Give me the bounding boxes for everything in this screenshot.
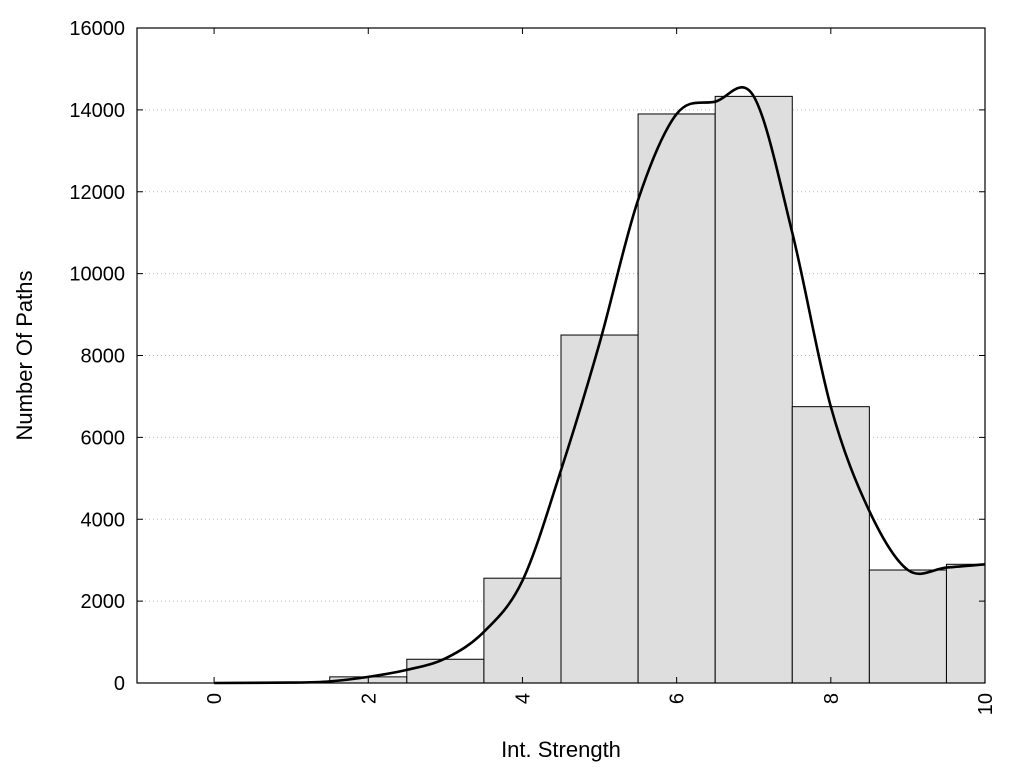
x-axis-ticks: 0 2 4 6 8 10 <box>204 28 997 715</box>
histogram-bar <box>560 334 639 684</box>
fit-curve <box>214 86 986 685</box>
y-tick-label: 4000 <box>81 509 126 531</box>
y-tick-label: 16000 <box>69 18 125 40</box>
x-tick-label: 2 <box>358 693 380 704</box>
x-tick-label: 8 <box>821 693 843 704</box>
histogram-bar <box>406 658 485 684</box>
y-tick-label: 10000 <box>69 264 125 286</box>
histogram-bar <box>868 569 947 684</box>
y-axis-ticks: 0 2000 4000 6000 8000 10000 12000 14000 16000 <box>69 18 985 695</box>
x-tick-label: 4 <box>512 693 534 704</box>
y-tick-label: 8000 <box>81 346 126 368</box>
histogram-bar <box>483 577 562 684</box>
fit-curve-line <box>214 86 986 685</box>
histogram-bar <box>791 406 870 684</box>
x-tick-label: 6 <box>667 693 689 704</box>
y-tick-label: 2000 <box>81 591 126 613</box>
histogram-bar <box>714 95 793 684</box>
x-tick-label: 10 <box>975 693 997 715</box>
y-tick-label: 14000 <box>69 100 125 122</box>
x-axis-label: Int. Strength <box>501 737 621 762</box>
histogram-bar <box>637 113 716 684</box>
y-axis-label: Number Of Paths <box>12 271 37 441</box>
histogram-bar <box>945 563 986 684</box>
x-tick-label: 0 <box>204 693 226 704</box>
y-tick-label: 6000 <box>81 427 126 449</box>
histogram-bars <box>329 95 986 684</box>
y-tick-label: 0 <box>114 673 125 695</box>
y-tick-label: 12000 <box>69 182 125 204</box>
